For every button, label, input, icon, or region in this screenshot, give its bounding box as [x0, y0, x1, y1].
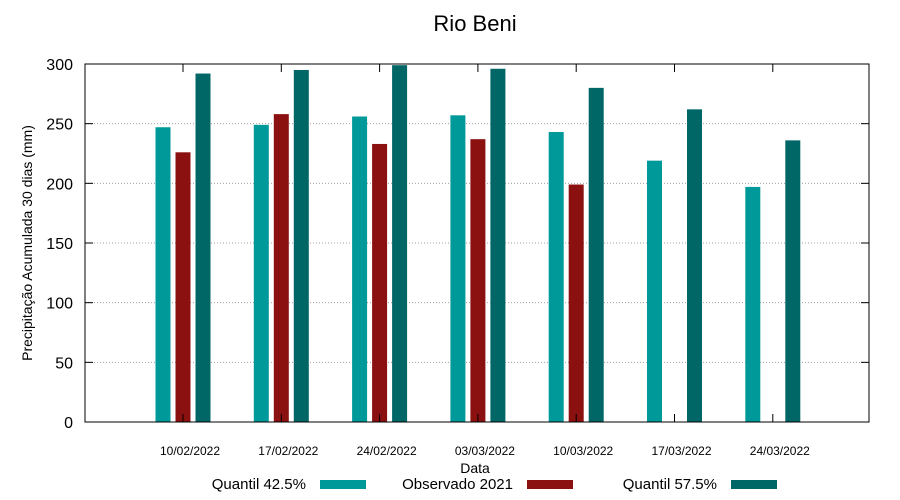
x-tick-label: 17/03/2022 — [651, 444, 711, 458]
y-tick-label: 50 — [55, 355, 73, 372]
legend-swatch — [731, 480, 777, 489]
legend-label: Observado 2021 — [402, 476, 513, 493]
x-axis-label: Data — [460, 460, 490, 476]
x-tick-label: 24/02/2022 — [357, 444, 417, 458]
bar — [293, 69, 309, 422]
bar — [175, 152, 191, 422]
bar — [273, 114, 289, 423]
y-tick-label: 200 — [46, 176, 73, 193]
bar — [647, 160, 662, 422]
y-tick-label: 150 — [46, 236, 73, 253]
y-tick-label: 0 — [64, 415, 73, 432]
x-tick-label: 03/03/2022 — [455, 444, 515, 458]
bar — [470, 139, 486, 422]
bar — [195, 73, 211, 423]
chart-title: Rio Beni — [433, 11, 516, 36]
bar — [155, 127, 171, 422]
y-tick-label: 300 — [46, 57, 73, 74]
x-tick-label: 10/02/2022 — [160, 444, 220, 458]
bars — [155, 65, 801, 423]
legend-swatch — [320, 480, 366, 489]
legend-label: Quantil 57.5% — [623, 476, 717, 493]
bar — [568, 184, 584, 422]
x-tick-label: 17/02/2022 — [258, 444, 318, 458]
bar — [548, 132, 564, 422]
bar — [352, 116, 368, 423]
legend: Quantil 42.5% Observado 2021 Quantil 57.5% — [212, 476, 777, 493]
bar — [687, 109, 702, 422]
bar — [372, 143, 388, 422]
bar — [253, 124, 269, 423]
y-tick-label: 250 — [46, 117, 73, 134]
bar — [450, 115, 466, 423]
bar — [588, 87, 604, 422]
x-tick-label: 24/03/2022 — [750, 444, 810, 458]
x-tick-label: 10/03/2022 — [553, 444, 613, 458]
y-axis-ticks: 0 50 100 150 200 250 300 — [46, 57, 869, 432]
legend-swatch — [527, 480, 573, 489]
x-axis-ticks: 10/02/2022 17/02/2022 24/02/2022 03/03/2022… — [160, 64, 810, 458]
y-axis-label: Precipitação Acumulada 30 dias (mm) — [19, 125, 35, 361]
legend-label: Quantil 42.5% — [212, 476, 306, 493]
bar — [785, 140, 801, 422]
bar — [745, 186, 761, 422]
bar — [392, 65, 408, 423]
bar — [490, 68, 506, 423]
y-tick-label: 100 — [46, 296, 73, 313]
